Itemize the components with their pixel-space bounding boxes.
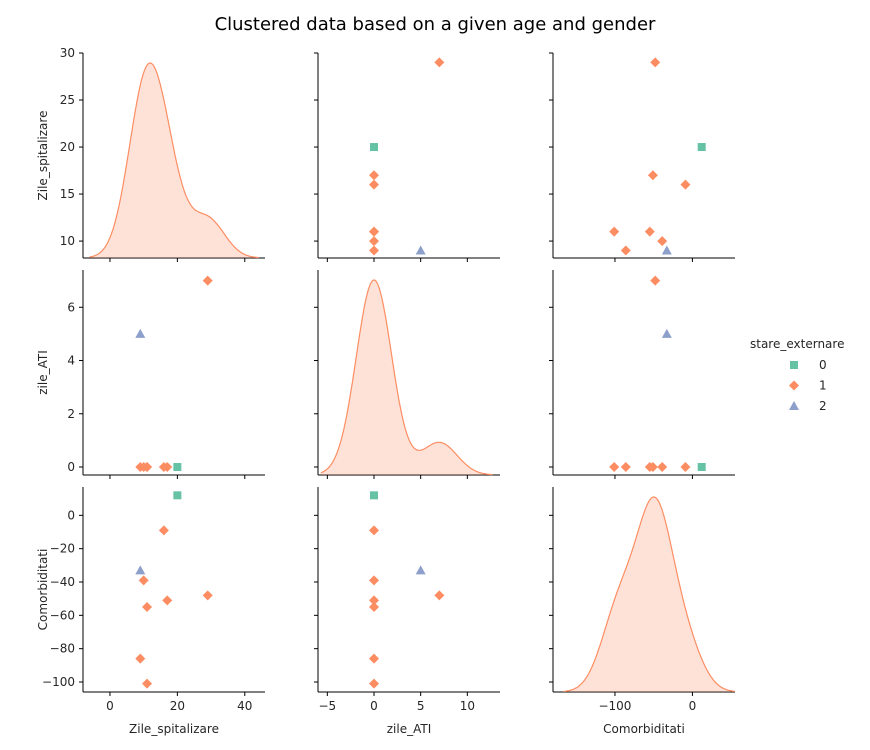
point-diamond [434,590,445,601]
point-diamond [135,653,146,664]
point-diamond [680,179,691,190]
point-diamond [135,462,146,473]
point-diamond [158,462,169,473]
point-diamond [644,462,655,473]
y-axis-title: Comorbiditati [36,549,50,631]
kde-fill [320,280,493,475]
x-tick-label: 40 [237,699,252,713]
y-tick-label: 6 [67,300,75,314]
point-diamond [650,275,661,286]
point-diamond [158,525,169,536]
y-tick-label: −40 [50,575,75,589]
point-square [370,491,378,500]
point-diamond [369,525,379,536]
point-diamond [369,678,379,689]
x-tick-label: 10 [460,699,475,713]
x-tick-label: 0 [689,699,697,713]
x-tick-label: 0 [370,699,378,713]
y-tick-label: −60 [50,608,75,622]
point-diamond [369,236,379,247]
y-tick-label: −80 [50,642,75,656]
point-diamond [647,170,658,181]
point-diamond [142,678,153,689]
x-tick-label: 20 [170,699,185,713]
point-diamond [609,462,620,473]
point-diamond [369,245,379,256]
point-diamond [644,226,655,237]
legend-title: stare_externare [750,337,844,351]
point-square [790,361,798,369]
point-square [370,143,378,152]
point-diamond [369,595,379,606]
point-square [173,491,182,500]
point-diamond [369,653,379,664]
y-tick-label: −100 [42,675,75,689]
legend-label: 0 [819,358,827,372]
point-diamond [434,57,445,68]
y-axis-title: zile_ATI [36,350,50,395]
kde-fill [89,63,259,258]
y-tick-label: −20 [50,542,75,556]
point-diamond [369,226,379,237]
point-diamond [609,226,620,237]
y-tick-label: 4 [67,354,75,368]
legend-label: 2 [819,399,827,413]
kde-line [320,279,493,476]
y-tick-label: 15 [60,187,75,201]
y-tick-label: 2 [67,407,75,421]
x-axis-title: Zile_spitalizare [129,722,219,736]
x-axis-title: Comorbiditati [603,722,685,736]
point-square [697,143,706,152]
point-triangle [415,245,426,255]
point-diamond [162,595,173,606]
x-tick-label: 0 [106,699,114,713]
point-square [697,463,706,472]
point-triangle [661,245,672,255]
y-tick-label: 30 [60,46,75,60]
legend-label: 1 [819,379,827,393]
kde-line [563,496,736,693]
chart-title: Clustered data based on a given age and … [215,14,656,35]
point-square [173,463,182,472]
point-triangle [415,565,426,575]
point-diamond [369,179,379,190]
y-tick-label: 0 [67,460,75,474]
point-diamond [138,575,149,586]
x-tick-label: 5 [417,699,425,713]
kde-line [89,62,259,259]
y-tick-label: 25 [60,93,75,107]
point-triangle [661,328,672,338]
y-axis-title: Zile_spitalizare [36,111,50,201]
point-diamond [202,590,213,601]
x-tick-label: −100 [598,699,631,713]
point-diamond [369,170,379,181]
point-diamond [789,380,799,391]
point-triangle [135,565,146,575]
point-diamond [369,602,379,612]
point-diamond [620,245,631,256]
point-diamond [657,462,668,473]
point-triangle [135,328,146,338]
point-diamond [202,275,213,286]
y-tick-label: 20 [60,140,75,154]
point-diamond [657,236,668,247]
x-tick-label: −5 [318,699,336,713]
point-diamond [650,57,661,68]
point-diamond [620,462,631,473]
point-diamond [680,462,691,473]
point-triangle [789,401,799,410]
y-tick-label: 10 [60,234,75,248]
point-diamond [142,602,153,612]
point-diamond [369,575,379,586]
y-tick-label: 0 [67,508,75,522]
kde-fill [563,497,735,692]
x-axis-title: zile_ATI [387,722,432,736]
